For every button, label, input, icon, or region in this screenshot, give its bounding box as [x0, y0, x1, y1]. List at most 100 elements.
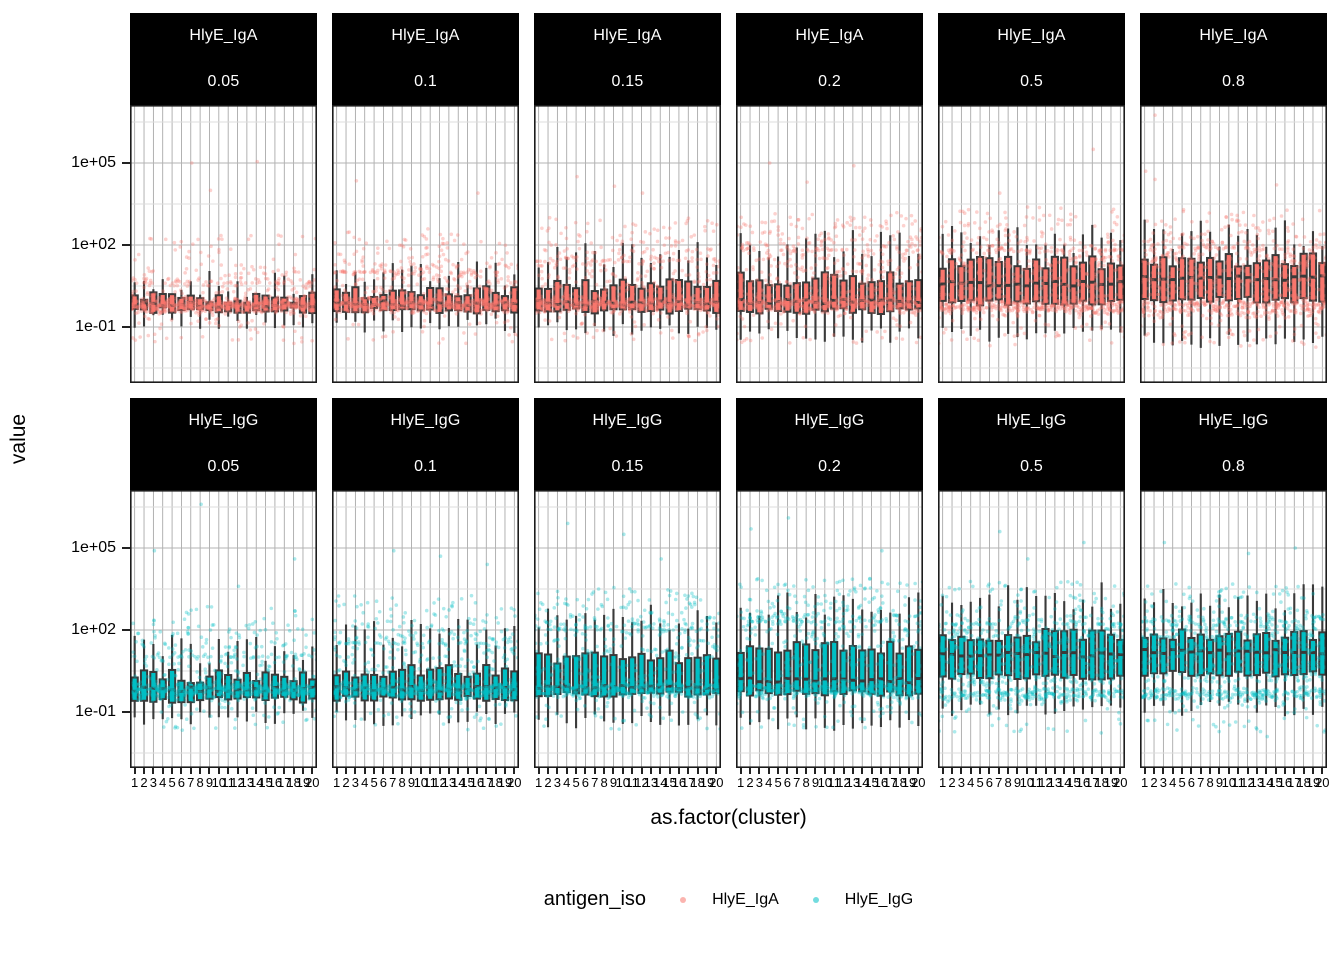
x-tick-mark [1035, 768, 1038, 774]
x-tick-mark [1143, 768, 1146, 774]
x-tick-mark [951, 768, 954, 774]
x-tick-mark [466, 768, 469, 774]
x-tick-label: 1 [535, 775, 543, 790]
facet-strip-HlyE_IgA-0.15: HlyE_IgA 0.15 [534, 13, 721, 105]
x-axis-tick-marks [938, 768, 1125, 774]
legend-key-dot-hlye-iga [680, 896, 687, 903]
x-tick-label: 6 [783, 775, 792, 790]
x-tick-label: 9 [811, 775, 820, 790]
x-tick-label: 20 [1315, 775, 1330, 790]
x-tick-mark [335, 768, 338, 774]
x-axis-tick-labels: 1 2 3 4 5 6 7 8 9 10 11 12 13 14 15 16 17 18 19 20 [332, 774, 522, 792]
facet-strip-col-label: 0.5 [1020, 458, 1043, 475]
x-tick-label: 19 [1103, 775, 1119, 790]
x-tick-label: 1 [131, 775, 139, 790]
facet-strip-col-label: 0.2 [818, 73, 841, 90]
facet-strip-HlyE_IgG-0.8: HlyE_IgG 0.8 [1140, 398, 1327, 490]
x-tick-mark [513, 768, 516, 774]
x-tick-label: 13 [441, 775, 457, 790]
x-tick-label: 8 [1206, 775, 1214, 790]
x-tick-mark [969, 768, 972, 774]
x-tick-mark [1109, 768, 1112, 774]
x-tick-mark [1081, 768, 1084, 774]
x-tick-mark [1302, 768, 1305, 774]
y-tick-mark [122, 162, 130, 164]
y-tick-mark [122, 710, 130, 713]
x-tick-mark [1162, 768, 1165, 774]
x-tick-label: 20 [507, 775, 522, 790]
facet-strip-col-label: 0.15 [611, 73, 644, 90]
x-tick-mark [941, 768, 944, 774]
x-tick-mark [805, 768, 808, 774]
facet-strip-col-label: 0.8 [1222, 73, 1245, 90]
x-tick-label: 8 [1004, 775, 1012, 790]
x-tick-mark [1100, 768, 1103, 774]
y-tick-mark [122, 547, 130, 549]
x-tick-label: 2 [948, 775, 956, 790]
x-tick-mark [1072, 768, 1075, 774]
x-axis-tick-marks [534, 768, 721, 774]
x-tick-label: 14 [1258, 775, 1274, 790]
x-tick-mark [475, 768, 478, 774]
x-tick-label: 16 [267, 775, 283, 790]
x-tick-label: 12 [432, 775, 447, 790]
facet-panel-HlyE_IgG-0.5 [938, 490, 1125, 768]
x-tick-label: 17 [883, 775, 898, 790]
x-tick-label: 5 [1178, 775, 1186, 790]
x-tick-label: 14 [652, 775, 668, 790]
x-tick-label: 5 [976, 775, 984, 790]
x-tick-mark [1209, 768, 1212, 774]
x-tick-label: 16 [671, 775, 687, 790]
facet-strip-row-label: HlyE_IgA [189, 27, 258, 44]
x-axis-tick-marks [332, 768, 519, 774]
facet-strip-row-label: HlyE_IgA [997, 27, 1066, 44]
x-tick-mark [603, 768, 606, 774]
x-tick-mark [565, 768, 568, 774]
legend-key-dot-hlye-igg [812, 896, 819, 903]
x-tick-mark [457, 768, 460, 774]
x-tick-mark [264, 768, 267, 774]
facet-strip-row-label: HlyE_IgG [794, 412, 865, 429]
x-tick-label: 1 [333, 775, 341, 790]
x-tick-mark [485, 768, 488, 774]
x-tick-label: 4 [563, 775, 571, 790]
x-tick-label: 8 [802, 775, 810, 790]
x-tick-label: 2 [746, 775, 754, 790]
x-tick-label: 7 [389, 775, 397, 790]
x-tick-mark [292, 768, 295, 774]
facet-panel-HlyE_IgA-0.8 [1140, 105, 1327, 383]
x-tick-label: 13 [1249, 775, 1265, 790]
x-tick-label: 17 [277, 775, 292, 790]
x-axis-tick-labels: 1 2 3 4 5 6 7 8 9 10 11 12 13 14 15 16 17 18 19 20 [736, 774, 926, 792]
x-tick-label: 19 [497, 775, 513, 790]
x-tick-mark [1237, 768, 1240, 774]
facet-strip-HlyE_IgG-0.2: HlyE_IgG 0.2 [736, 398, 923, 490]
x-tick-label: 17 [681, 775, 696, 790]
facet-panel-HlyE_IgG-0.1 [332, 490, 519, 768]
facet-strip-HlyE_IgA-0.05: HlyE_IgA 0.05 [130, 13, 317, 105]
y-tick-label: 1e+05 [71, 154, 116, 171]
x-tick-mark [1063, 768, 1066, 774]
x-tick-mark [1246, 768, 1249, 774]
x-tick-mark [870, 768, 873, 774]
y-tick-label: 1e-01 [75, 702, 116, 720]
x-tick-mark [283, 768, 286, 774]
x-tick-label: 8 [600, 775, 608, 790]
x-tick-mark [739, 768, 742, 774]
x-tick-label: 13 [845, 775, 861, 790]
x-tick-label: 17 [479, 775, 494, 790]
x-tick-mark [1274, 768, 1277, 774]
x-tick-label: 12 [230, 775, 245, 790]
x-tick-mark [503, 768, 506, 774]
x-tick-label: 20 [1113, 775, 1128, 790]
x-tick-mark [391, 768, 394, 774]
x-tick-label: 13 [1047, 775, 1063, 790]
x-tick-label: 11 [827, 775, 841, 790]
x-tick-mark [640, 768, 643, 774]
x-tick-mark [1044, 768, 1047, 774]
x-axis-title: as.factor(cluster) [650, 806, 807, 829]
facet-panel-HlyE_IgA-0.5 [938, 105, 1125, 383]
facet-panel-HlyE_IgG-0.8 [1140, 490, 1327, 768]
x-tick-label: 6 [985, 775, 994, 790]
x-tick-mark [547, 768, 550, 774]
